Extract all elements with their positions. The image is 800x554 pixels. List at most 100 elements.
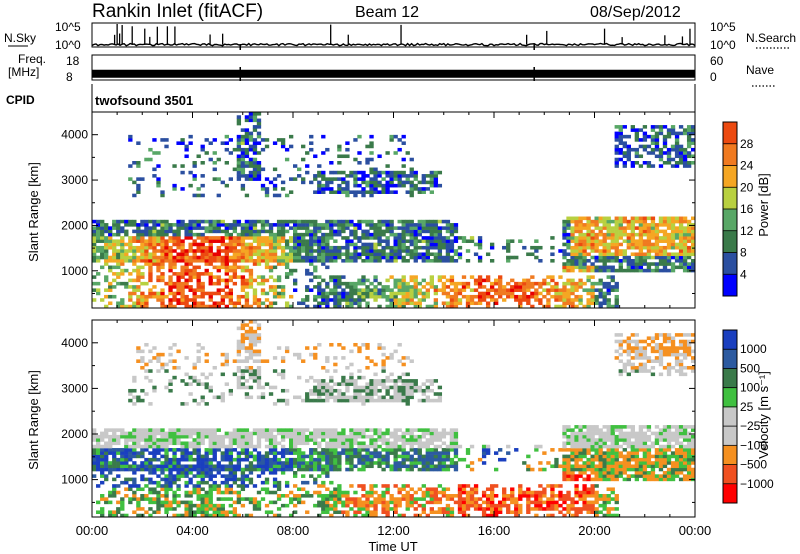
power-cell <box>389 229 394 234</box>
power-cell <box>293 281 298 286</box>
velocity-cell <box>272 441 278 446</box>
power-cell <box>196 304 201 309</box>
power-cell <box>200 259 205 263</box>
power-cell <box>168 252 173 257</box>
power-cell <box>522 291 527 296</box>
velocity-cell <box>365 346 370 350</box>
power-cell <box>280 249 286 253</box>
power-cell <box>236 301 242 306</box>
velocity-cell <box>409 438 414 442</box>
velocity-cell <box>401 438 406 442</box>
power-cell <box>522 288 527 292</box>
power-cell <box>160 249 165 253</box>
power-cell <box>329 187 334 191</box>
velocity-cell <box>309 398 314 403</box>
power-cell <box>445 291 451 296</box>
power-cell <box>686 255 692 260</box>
velocity-cell <box>120 428 125 432</box>
power-cell <box>686 164 692 168</box>
velocity-cell <box>92 431 97 436</box>
velocity-cell <box>200 346 205 350</box>
power-cell <box>204 252 209 257</box>
velocity-cell <box>264 454 270 459</box>
velocity-cell <box>132 448 137 452</box>
power-cell <box>188 242 193 247</box>
velocity-cell <box>389 372 394 377</box>
power-cell <box>192 177 197 181</box>
power-cell <box>638 249 644 253</box>
power-cell <box>309 288 314 292</box>
velocity-cell <box>244 513 250 518</box>
power-cell <box>156 275 161 279</box>
power-cell <box>642 226 648 230</box>
velocity-cell <box>196 431 201 436</box>
power-cell <box>365 232 370 237</box>
power-cell <box>353 223 358 227</box>
velocity-cell <box>361 385 366 390</box>
velocity-cell <box>413 379 418 383</box>
power-cell <box>325 223 330 227</box>
power-cell <box>429 170 434 175</box>
velocity-cell <box>357 398 362 403</box>
power-cell <box>212 219 217 224</box>
power-cell <box>156 151 161 155</box>
power-cell <box>192 288 197 292</box>
power-cell <box>522 281 527 286</box>
velocity-cell <box>385 375 390 380</box>
velocity-cell <box>329 480 334 485</box>
velocity-cell <box>236 484 242 488</box>
velocity-cell <box>369 457 374 462</box>
power-cell <box>132 291 137 296</box>
velocity-cell <box>373 500 378 505</box>
velocity-cell <box>128 451 133 455</box>
power-cell <box>401 223 406 227</box>
power-cell <box>309 272 314 276</box>
velocity-cell <box>136 441 141 446</box>
velocity-cell <box>216 484 221 488</box>
power-cell <box>268 285 274 289</box>
power-cell <box>401 239 406 243</box>
power-cell <box>256 121 262 126</box>
power-cell <box>642 216 648 221</box>
velocity-cell <box>329 461 334 465</box>
power-cell <box>506 255 511 260</box>
power-cell <box>662 223 668 227</box>
power-cell <box>674 232 680 237</box>
velocity-cell <box>325 434 330 439</box>
power-cell <box>401 245 406 250</box>
velocity-cell <box>389 356 394 360</box>
power-cell <box>586 275 591 279</box>
power-cell <box>329 236 334 240</box>
power-cell <box>333 223 338 227</box>
velocity-cell <box>377 454 382 459</box>
power-cell <box>196 242 201 247</box>
power-cell <box>240 281 246 286</box>
power-cell <box>666 147 672 152</box>
power-cell <box>385 278 390 283</box>
velocity-cell <box>132 510 137 515</box>
power-cell <box>658 131 664 136</box>
power-cell <box>634 259 640 263</box>
power-cell <box>236 242 242 247</box>
velocity-cell <box>341 448 346 452</box>
power-cell <box>288 190 294 194</box>
power-cell <box>385 223 390 227</box>
power-cell <box>156 255 161 260</box>
velocity-cell <box>345 398 350 403</box>
power-cell <box>433 285 439 289</box>
velocity-cell <box>329 503 334 508</box>
power-cell <box>317 275 322 279</box>
velocity-cell <box>413 507 418 511</box>
velocity-cell <box>353 451 358 455</box>
power-cell <box>658 249 664 253</box>
velocity-cell <box>148 451 153 455</box>
velocity-cell <box>256 336 262 340</box>
velocity-cell <box>184 428 189 432</box>
velocity-cell <box>369 503 374 508</box>
velocity-cell <box>108 461 113 465</box>
velocity-cell <box>168 346 173 350</box>
power-cell <box>626 245 631 250</box>
power-cell <box>498 294 503 299</box>
power-cell <box>313 259 318 263</box>
velocity-cell <box>132 467 137 472</box>
